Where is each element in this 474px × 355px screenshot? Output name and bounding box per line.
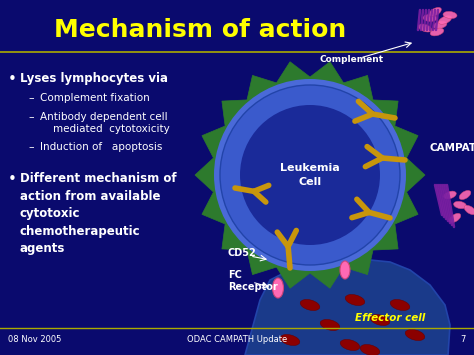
- Text: –: –: [28, 93, 34, 103]
- Text: Different mechanism of
action from available
cytotoxic
chemotherapeutic
agents: Different mechanism of action from avail…: [20, 172, 177, 255]
- Ellipse shape: [273, 278, 283, 298]
- Text: Antibody dependent cell
    mediated  cytotoxicity: Antibody dependent cell mediated cytotox…: [40, 112, 170, 135]
- Polygon shape: [245, 260, 450, 355]
- Text: Effector cell: Effector cell: [355, 313, 425, 323]
- Text: Complement fixation: Complement fixation: [40, 93, 150, 103]
- Circle shape: [220, 85, 400, 265]
- Ellipse shape: [423, 15, 437, 22]
- Text: •: •: [8, 72, 17, 87]
- Text: CD52: CD52: [228, 248, 257, 258]
- Polygon shape: [195, 62, 425, 288]
- Text: ODAC CAMPATH Update: ODAC CAMPATH Update: [187, 335, 287, 344]
- Ellipse shape: [405, 329, 425, 340]
- Ellipse shape: [300, 300, 320, 311]
- Ellipse shape: [454, 202, 466, 208]
- Ellipse shape: [464, 206, 474, 214]
- Text: FC
Receptor: FC Receptor: [228, 270, 278, 291]
- Text: –: –: [28, 142, 34, 152]
- Ellipse shape: [443, 11, 457, 18]
- Ellipse shape: [360, 344, 380, 355]
- Circle shape: [240, 105, 380, 245]
- Ellipse shape: [428, 8, 442, 16]
- Ellipse shape: [390, 300, 410, 311]
- Text: Leukemia
Cell: Leukemia Cell: [280, 163, 340, 187]
- Text: Induction of   apoptosis: Induction of apoptosis: [40, 142, 163, 152]
- Text: 08 Nov 2005: 08 Nov 2005: [8, 335, 61, 344]
- Ellipse shape: [433, 21, 447, 29]
- Ellipse shape: [340, 339, 360, 350]
- Circle shape: [214, 79, 406, 271]
- Text: Complement: Complement: [320, 55, 384, 65]
- Ellipse shape: [419, 24, 432, 32]
- Ellipse shape: [370, 315, 390, 326]
- Text: –: –: [28, 112, 34, 122]
- Text: 7: 7: [461, 335, 466, 344]
- Ellipse shape: [280, 334, 300, 345]
- Ellipse shape: [459, 191, 471, 199]
- Ellipse shape: [430, 28, 444, 37]
- Ellipse shape: [438, 16, 452, 23]
- Ellipse shape: [448, 214, 461, 222]
- Text: CAMPATH: CAMPATH: [430, 143, 474, 153]
- Text: •: •: [8, 172, 17, 187]
- Ellipse shape: [345, 295, 365, 306]
- Ellipse shape: [320, 320, 340, 331]
- Ellipse shape: [340, 261, 350, 279]
- Ellipse shape: [444, 191, 456, 198]
- Text: Mechanism of action: Mechanism of action: [54, 18, 346, 42]
- Text: Lyses lymphocytes via: Lyses lymphocytes via: [20, 72, 168, 85]
